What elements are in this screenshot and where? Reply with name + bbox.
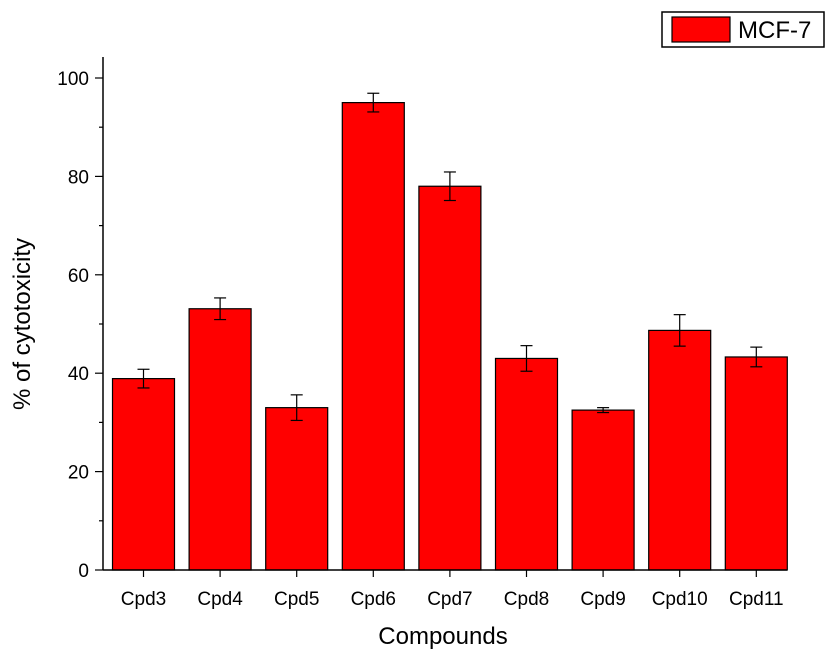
error-bar-cpd6 (367, 92, 380, 113)
legend: MCF-7 (661, 11, 825, 48)
x-tick-label-cpd5: Cpd5 (274, 589, 319, 610)
x-tick-label-cpd9: Cpd9 (580, 589, 625, 610)
y-tick-label-60: 60 (68, 266, 89, 287)
legend-swatch-mcf-7 (671, 16, 731, 43)
bar-cpd9 (571, 409, 635, 571)
error-bars-group (137, 92, 763, 422)
y-tick-label-40: 40 (68, 364, 89, 385)
bar-cpd8 (494, 357, 559, 571)
x-tick-label-cpd8: Cpd8 (504, 589, 549, 610)
error-bar-cpd10 (673, 314, 686, 347)
bar-cpd4 (188, 308, 252, 571)
y-ticks-group: 0 20 40 60 80 100 (57, 69, 103, 582)
y-tick-label-0: 0 (78, 561, 89, 582)
bars-group (111, 101, 788, 571)
axes-group (102, 57, 787, 571)
x-tick-label-cpd11: Cpd11 (729, 589, 784, 610)
bar-cpd10 (648, 329, 712, 571)
bar-cpd7 (418, 185, 482, 571)
x-tick-label-cpd10: Cpd10 (652, 589, 708, 610)
x-tick-label-cpd6: Cpd6 (351, 589, 396, 610)
error-bar-cpd11 (750, 346, 763, 368)
x-axis-title: Compounds (378, 623, 507, 650)
legend-label-mcf-7: MCF-7 (738, 17, 811, 44)
error-bar-cpd9 (597, 407, 610, 414)
y-tick-label-100: 100 (57, 69, 89, 90)
bar-cpd3 (111, 378, 176, 571)
y-tick-label-80: 80 (68, 167, 89, 188)
error-bar-cpd5 (290, 394, 303, 422)
bar-cpd11 (724, 356, 788, 571)
x-tick-label-cpd7: Cpd7 (427, 589, 472, 610)
error-bar-cpd8 (520, 345, 533, 372)
error-bar-cpd4 (214, 297, 227, 321)
y-tick-label-20: 20 (68, 463, 89, 484)
legend-frame (661, 11, 825, 48)
y-axis-title: % of cytotoxicity (9, 238, 36, 410)
bar-cpd6 (341, 101, 405, 571)
x-tick-label-cpd3: Cpd3 (121, 589, 166, 610)
bar-cpd5 (265, 407, 329, 571)
x-ticks-group: Cpd3 Cpd4 Cpd5 Cpd6 Cpd7 Cpd8 Cpd9 Cpd10 Cpd11 (121, 570, 784, 610)
x-tick-label-cpd4: Cpd4 (197, 589, 243, 610)
error-bar-cpd3 (137, 368, 150, 389)
error-bar-cpd7 (443, 171, 456, 202)
